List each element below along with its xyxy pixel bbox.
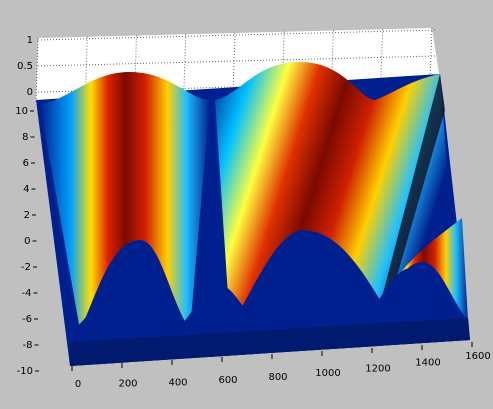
y-tick-label: 0 — [24, 236, 30, 247]
x-tick-label: 1600 — [465, 351, 490, 362]
y-tick-label: 4 — [23, 184, 29, 195]
x-tick-label: 600 — [218, 375, 237, 386]
z-tick-label: 1 — [27, 35, 33, 46]
surface-ridge — [40, 72, 210, 330]
y-tick-label: -10 — [17, 366, 33, 377]
axes: 0 200 400 600 800 1000 1200140016001086420-2-4… — [15, 35, 490, 390]
grid-line — [183, 34, 187, 94]
x-tick-label: 0 — [75, 379, 81, 390]
y-tick-label: 2 — [24, 210, 30, 221]
y-tick-label: 10 — [15, 106, 28, 117]
x-tick-label: 1200 — [365, 363, 390, 374]
grid-line — [35, 37, 39, 105]
grid-line — [429, 27, 433, 77]
grid-line — [232, 32, 236, 91]
surface-edge — [70, 318, 470, 366]
grid-line — [37, 29, 437, 41]
y-tick-label: 8 — [22, 132, 28, 143]
z-tick-label: 0 — [27, 87, 33, 98]
x-tick-label: 200 — [118, 379, 137, 390]
y-tick-label: 6 — [23, 158, 29, 169]
y-tick-label: -8 — [23, 340, 33, 351]
x-tick-label: 1000 — [315, 368, 340, 379]
y-tick-label: -2 — [21, 262, 31, 273]
surface-shadow — [380, 74, 445, 305]
surface-ridge — [380, 218, 468, 320]
grid-line — [37, 55, 437, 67]
y-tick-label: -4 — [22, 288, 32, 299]
z-tick-label: 0.5 — [17, 61, 33, 72]
x-tick-label: 1400 — [415, 358, 440, 369]
x-tick-label: 400 — [168, 377, 187, 388]
x-tick-label: 800 — [268, 372, 287, 383]
y-tick-label: -6 — [22, 314, 32, 325]
